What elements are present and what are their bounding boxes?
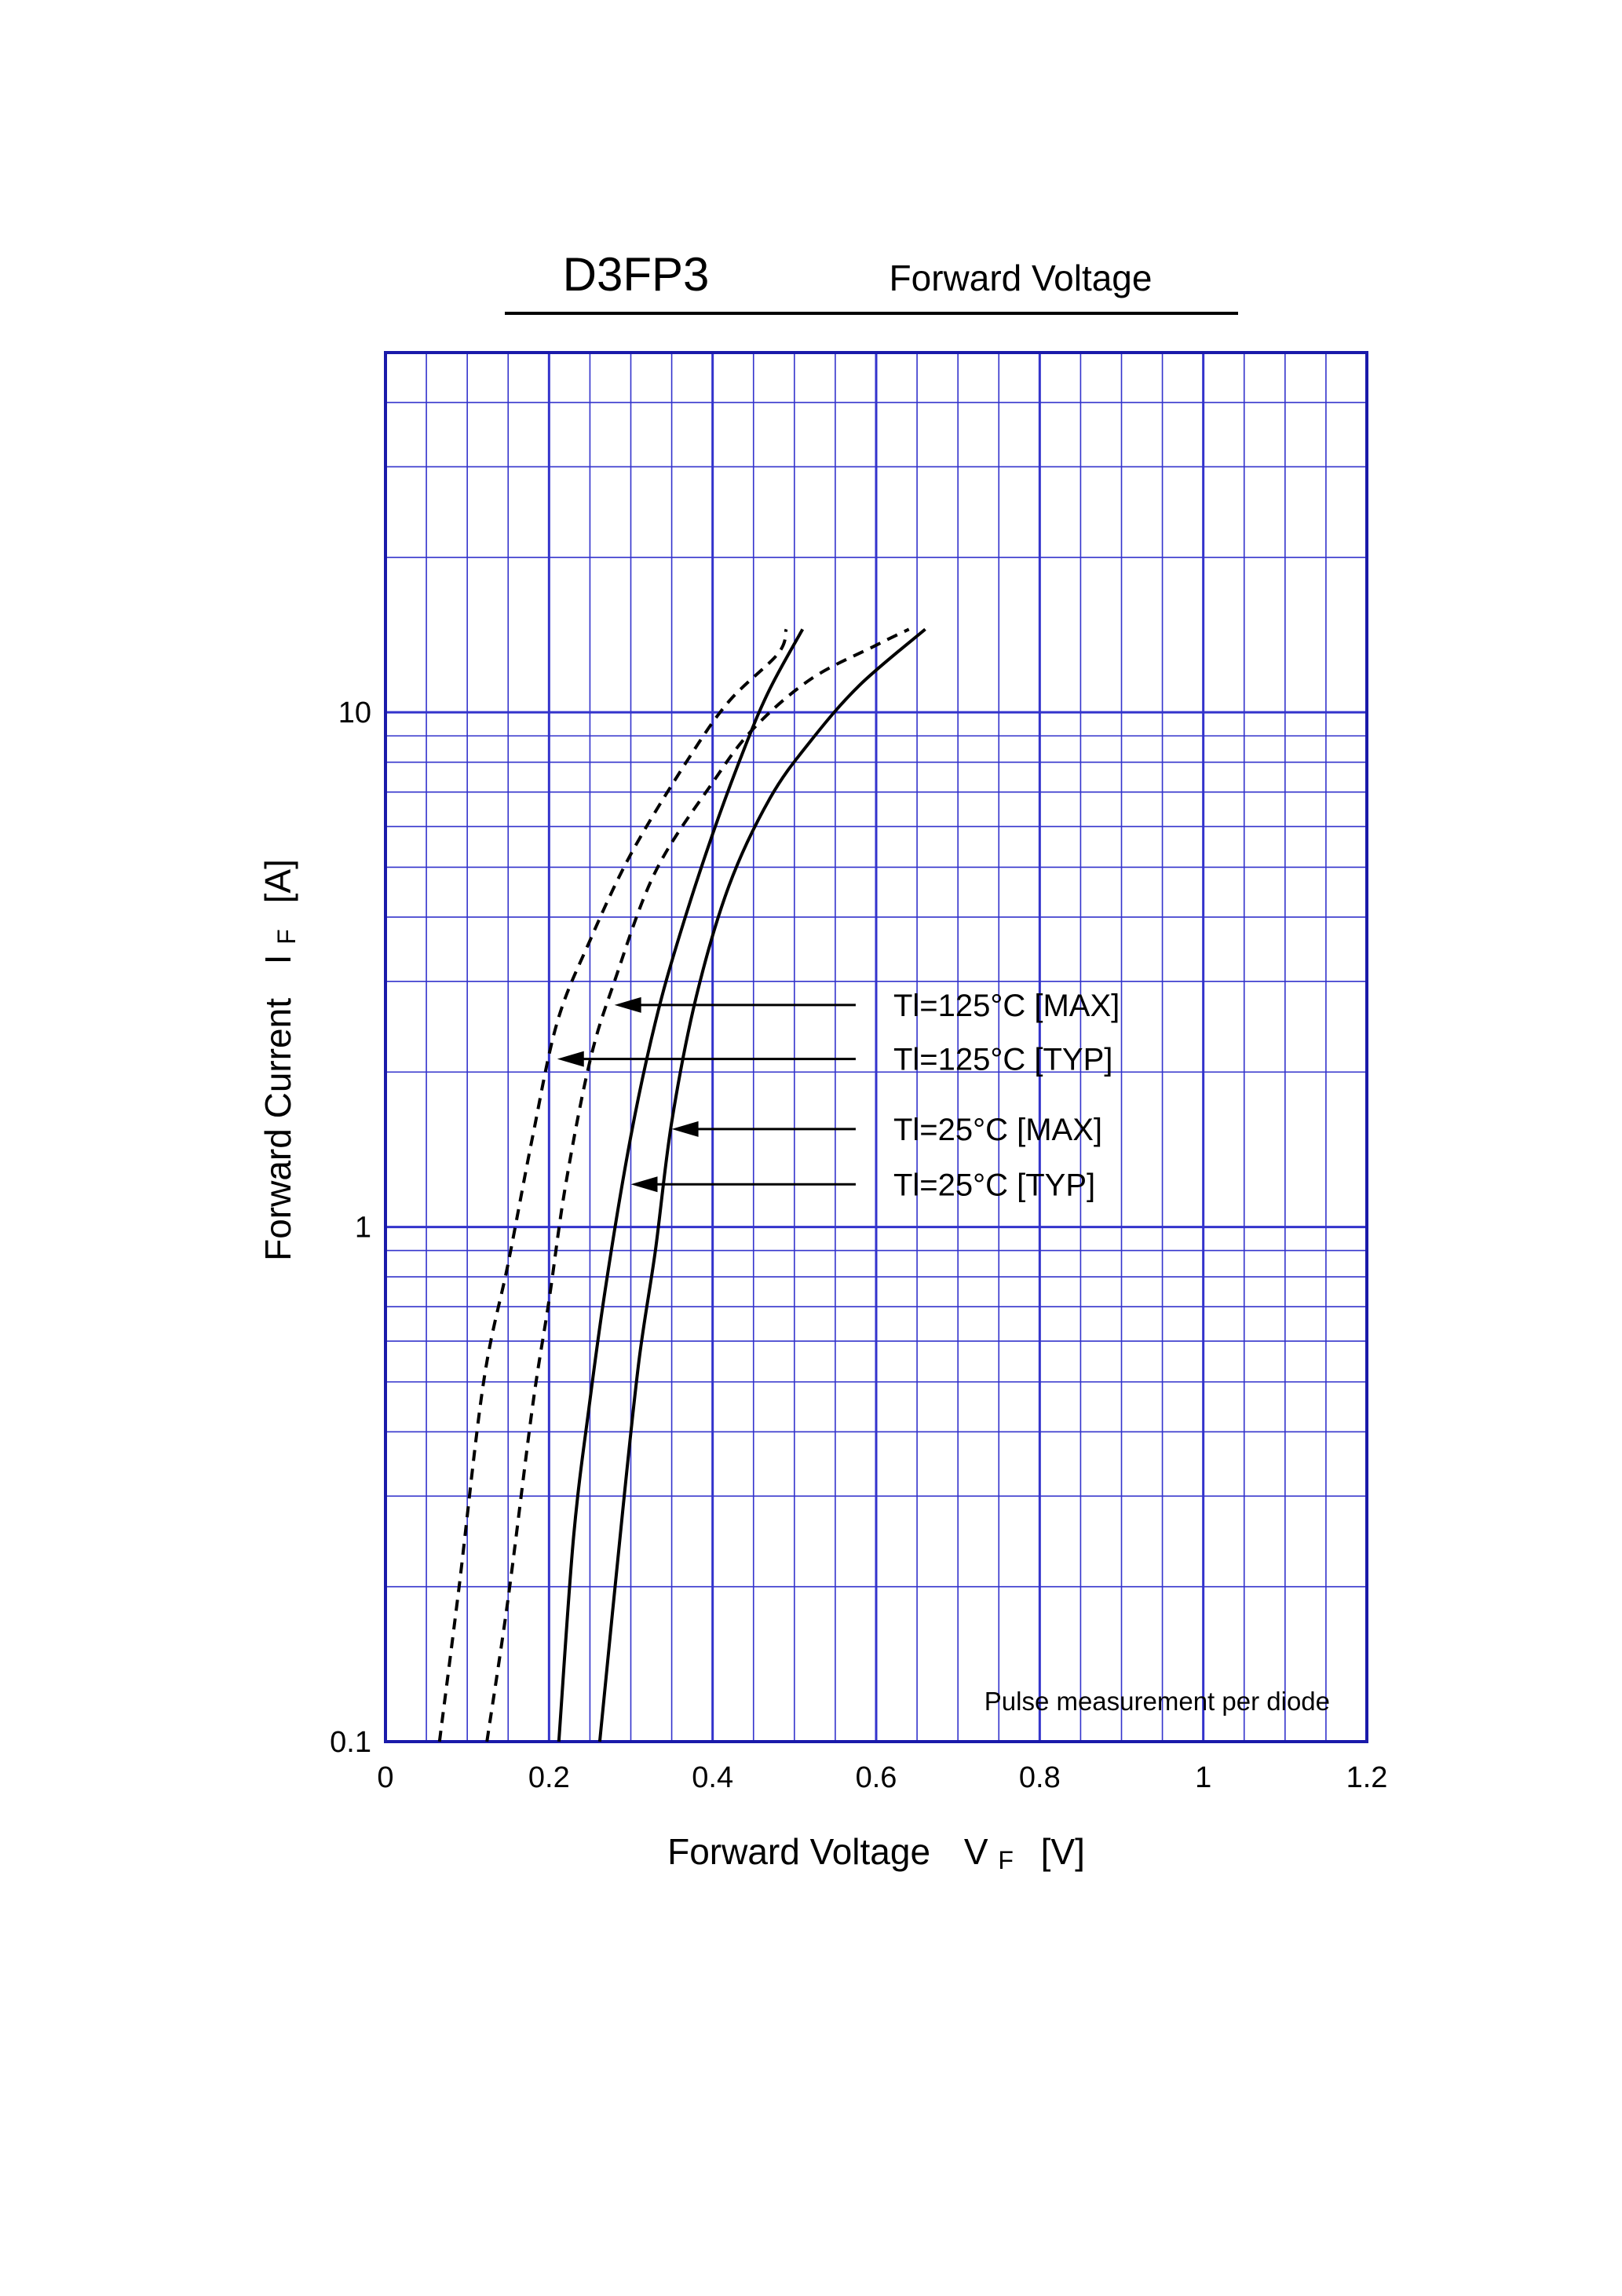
x-tick-label: 0.4 (692, 1761, 733, 1794)
series-line-1 (437, 628, 788, 1742)
legend-arrow-head (614, 996, 641, 1013)
plot-frame (384, 351, 1368, 1743)
grid (384, 351, 1368, 1743)
x-axis-ticks: 0 0.2 0.4 0.6 0.8 1 1.2 (377, 1761, 1387, 1794)
y-axis-subscript: F (272, 929, 301, 945)
x-tick-label: 1 (1195, 1761, 1211, 1794)
y-axis-label-text: Forward Current (258, 998, 298, 1261)
x-tick-label: 0.2 (528, 1761, 570, 1794)
x-axis-label: Forward Voltage V F [V] (667, 1831, 1085, 1877)
x-tick-label: 0 (377, 1761, 393, 1794)
x-tick-label: 0.6 (856, 1761, 897, 1794)
legend-arrow-head (671, 1121, 699, 1137)
legend-label: Tl=25°C [MAX] (893, 1113, 1102, 1147)
pulse-note: Pulse measurement per diode (985, 1687, 1330, 1716)
series-line-2 (597, 627, 926, 1742)
legend-arrows: Tl=125°C [MAX] Tl=125°C [TYP] Tl=25°C [MAX… (557, 989, 1120, 1202)
x-axis-subscript: F (998, 1846, 1014, 1874)
legend-label: Tl=25°C [TYP] (893, 1168, 1095, 1202)
y-axis-symbol: I (258, 954, 298, 964)
x-axis-label-text: Forward Voltage (667, 1831, 930, 1872)
series-line-3 (557, 628, 805, 1742)
chart-subtitle: Forward Voltage (890, 258, 1153, 298)
y-tick-label: 10 (338, 696, 371, 729)
series (437, 627, 926, 1742)
y-tick-label: 0.1 (330, 1726, 371, 1759)
y-tick-label: 1 (355, 1212, 371, 1245)
legend-arrow-head (557, 1051, 584, 1067)
y-axis-ticks: 0.1 1 10 (330, 696, 371, 1759)
y-axis-label: Forward Current I F [A] (258, 859, 303, 1261)
legend-label: Tl=125°C [TYP] (893, 1043, 1112, 1077)
x-tick-label: 0.8 (1019, 1761, 1061, 1794)
x-axis-unit: [V] (1041, 1831, 1085, 1872)
chart-title: D3FP3 (563, 248, 710, 301)
x-axis-symbol: V (964, 1831, 988, 1872)
x-tick-label: 1.2 (1346, 1761, 1388, 1794)
legend-arrow-head (630, 1176, 658, 1193)
series-line-0 (485, 627, 910, 1742)
y-axis-unit: [A] (258, 859, 298, 903)
legend-label: Tl=125°C [MAX] (893, 989, 1120, 1023)
